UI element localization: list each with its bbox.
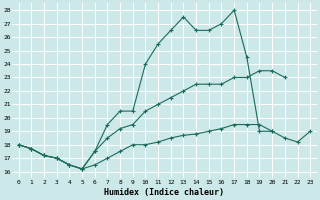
X-axis label: Humidex (Indice chaleur): Humidex (Indice chaleur): [104, 188, 224, 197]
